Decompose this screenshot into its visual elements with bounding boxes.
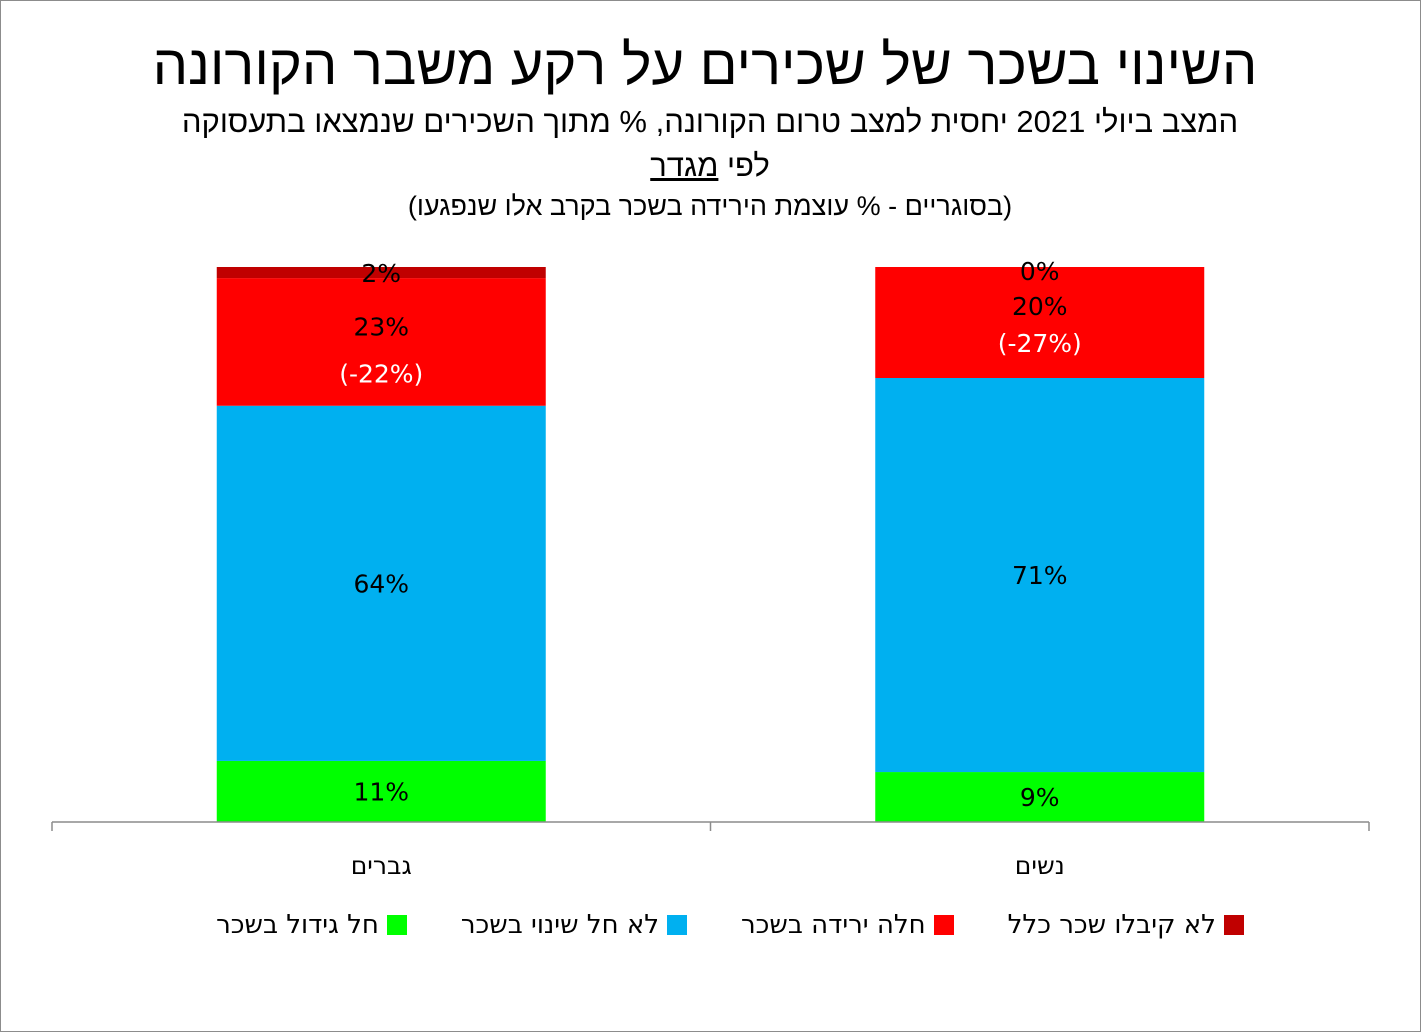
bar-segment-0-2 (875, 267, 1205, 378)
legend-item: חל גידול בשכר (216, 910, 407, 940)
chart-title: השינוי בשכר של שכירים על רקע משבר הקורונ… (152, 33, 1258, 96)
data-label: 20% (1012, 292, 1068, 321)
legend-swatch (386, 915, 407, 935)
legend-label: לא חל שינוי בשכר (460, 910, 659, 940)
chart-subtitle-line3: (בסוגריים - % עוצמת הירידה בשכר בקרב אלו… (407, 191, 1013, 221)
data-label: 11% (353, 777, 409, 806)
chart-subtitle-line2: לפי מגדר (60, 146, 1360, 186)
subtitle-underlined-word: מגדר (650, 148, 719, 183)
chart-legend: חל גידול בשכר לא חל שינוי בשכר חלה ירידה ב… (150, 905, 1310, 945)
bar-segment-0-0 (875, 772, 1205, 822)
bar-segment-1-0 (216, 760, 546, 822)
x-tick-label: גברים (351, 851, 412, 880)
data-label: 23% (353, 312, 409, 341)
data-label: 64% (353, 569, 409, 598)
subtitle-prefix: לפי (718, 148, 770, 183)
data-label: 2% (361, 259, 401, 288)
legend-item: לא חל שינוי בשכר (461, 910, 687, 940)
legend-swatch (1223, 915, 1244, 935)
data-label: 0% (1020, 257, 1060, 286)
legend-item: לא קיבלו שכר כלל (1008, 910, 1244, 940)
data-label: 71% (1012, 561, 1068, 590)
bar-segment-0-1 (875, 378, 1205, 773)
bar-segment-1-2 (216, 278, 546, 406)
legend-item: חלה ירידה בשכר (741, 910, 954, 940)
legend-swatch (667, 915, 687, 935)
chart-subtitle-line1: המצב ביולי 2021 יחסית למצב טרום הקורונה,… (181, 104, 1239, 139)
legend-label: לא קיבלו שכר כלל (1007, 910, 1216, 940)
bar-segment-1-1 (216, 405, 546, 761)
bar-segment-1-3 (216, 267, 546, 279)
x-tick-label: נשים (1015, 851, 1065, 880)
data-label: 9% (1020, 783, 1060, 812)
legend-label: חל גידול בשכר (216, 910, 379, 940)
legend-label: חלה ירידה בשכר (741, 910, 926, 940)
data-sublabel: (-27%) (998, 329, 1082, 358)
data-sublabel: (-22%) (339, 359, 423, 388)
legend-swatch (933, 915, 954, 935)
